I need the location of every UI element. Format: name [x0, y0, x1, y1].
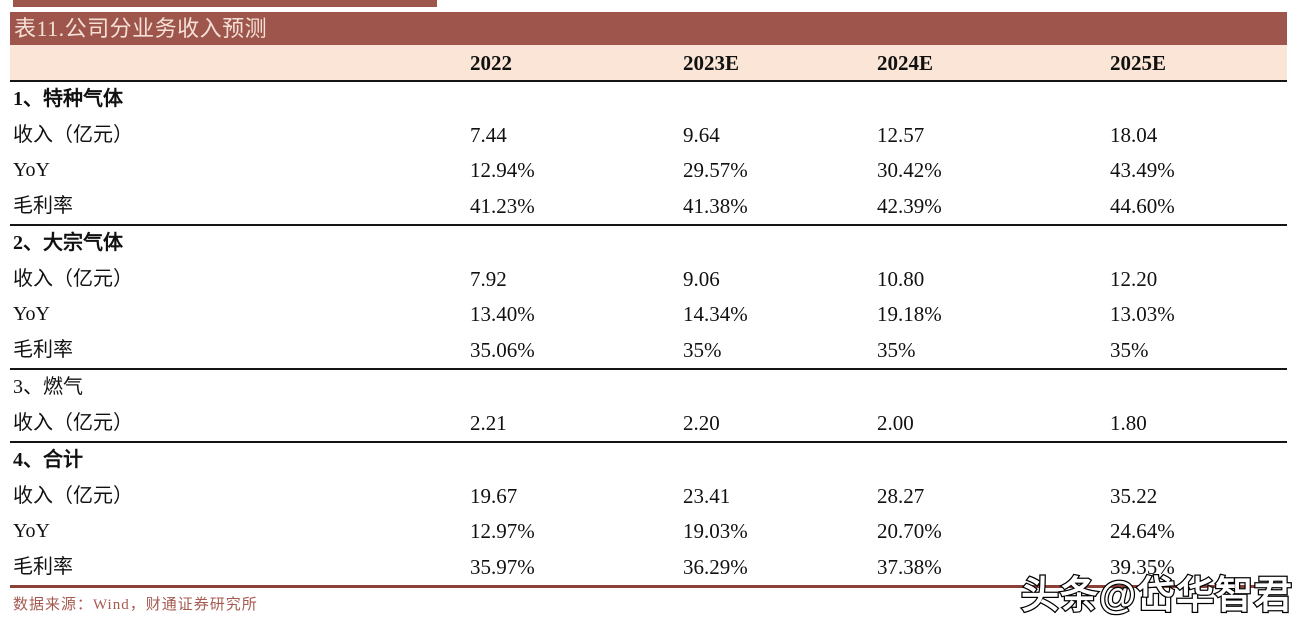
cell-value: 35% [877, 337, 916, 362]
table-row: 收入（亿元） 7.92 9.06 10.80 12.20 [10, 262, 1287, 298]
cell-value: 13.03% [1110, 302, 1175, 326]
cell-value: 12.97% [470, 519, 535, 543]
table-header-row: 2022 2023E 2024E 2025E [10, 45, 1287, 82]
table-row: 毛利率 35.97% 36.29% 37.38% 39.35% [10, 550, 1287, 586]
table-row: YoY 13.40% 14.34% 19.18% 13.03% [10, 297, 1287, 333]
row-label: 收入（亿元） [13, 484, 133, 507]
header-spacer [13, 45, 470, 82]
cell-value: 24.64% [1110, 519, 1175, 543]
cell-value: 35.06% [470, 337, 535, 362]
cell-value: 2.21 [470, 410, 507, 435]
section-header-row: 3、燃气 [10, 370, 1287, 406]
cell-value: 23.41 [683, 483, 731, 508]
cell-value: 9.06 [683, 266, 720, 291]
table-row: 收入（亿元） 7.44 9.64 12.57 18.04 [10, 118, 1287, 154]
row-label: YoY [13, 303, 50, 325]
column-header-2023e: 2023E [683, 51, 740, 75]
table-section: 1、特种气体 收入（亿元） 7.44 9.64 12.57 18.04 YoY 12.94% 2… [10, 82, 1287, 226]
cell-value: 28.27 [877, 483, 925, 508]
section-header-row: 2、大宗气体 [10, 226, 1287, 262]
cell-value: 35% [1110, 337, 1149, 362]
cell-value: 35% [683, 337, 722, 362]
cell-value: 18.04 [1110, 122, 1158, 147]
cell-value: 43.49% [1110, 158, 1175, 182]
table-row: 毛利率 41.23% 41.38% 42.39% 44.60% [10, 189, 1287, 225]
section-name: 2、大宗气体 [13, 232, 123, 254]
row-label: 收入（亿元） [13, 123, 133, 146]
cell-value: 19.67 [470, 483, 518, 508]
table-section: 3、燃气收入（亿元） 2.21 2.20 2.00 1.80 [10, 370, 1287, 443]
cell-value: 19.18% [877, 302, 942, 326]
cell-value: 14.34% [683, 302, 748, 326]
cell-value: 2.20 [683, 410, 720, 435]
column-header-2025e: 2025E [1110, 51, 1167, 75]
cell-value: 36.29% [683, 554, 748, 579]
cell-value: 12.57 [877, 122, 925, 147]
table-title-bar: 表11.公司分业务收入预测 [10, 12, 1287, 45]
cell-value: 12.94% [470, 158, 535, 182]
row-label: 收入（亿元） [13, 267, 133, 290]
table-row: 收入（亿元） 2.21 2.20 2.00 1.80 [10, 406, 1287, 442]
cell-value: 1.80 [1110, 410, 1147, 435]
cell-value: 29.57% [683, 158, 748, 182]
cell-value: 35.97% [470, 554, 535, 579]
cell-value: 9.64 [683, 122, 720, 147]
section-name: 3、燃气 [13, 376, 83, 398]
toutiao-watermark: 头条@岱华智君 [1020, 574, 1294, 619]
row-label: 毛利率 [13, 555, 73, 578]
section-header-row: 4、合计 [10, 443, 1287, 479]
row-label: 毛利率 [13, 194, 73, 217]
table-row: YoY 12.94% 29.57% 30.42% 43.49% [10, 153, 1287, 189]
row-label: YoY [13, 520, 50, 542]
table-row: 毛利率 35.06% 35% 35% 35% [10, 333, 1287, 369]
row-label: YoY [13, 159, 50, 181]
cell-value: 44.60% [1110, 193, 1175, 218]
table-section: 2、大宗气体 收入（亿元） 7.92 9.06 10.80 12.20 YoY 13.40% 1… [10, 226, 1287, 370]
cell-value: 12.20 [1110, 266, 1158, 291]
data-source-note: 数据来源：Wind，财通证券研究所 [13, 597, 258, 613]
cell-value: 39.35% [1110, 554, 1175, 579]
forecast-table: 2022 2023E 2024E 2025E 1、特种气体 收入（亿元） 7.44 9… [10, 45, 1287, 588]
section-name: 4、合计 [13, 449, 83, 471]
column-header-2022: 2022 [470, 51, 512, 75]
cell-value: 10.80 [877, 266, 925, 291]
table-title: 表11.公司分业务收入预测 [14, 16, 268, 41]
cell-value: 37.38% [877, 554, 942, 579]
cell-value: 41.38% [683, 193, 748, 218]
cell-value: 41.23% [470, 193, 535, 218]
table-row: 收入（亿元） 19.67 23.41 28.27 35.22 [10, 479, 1287, 515]
section-name: 1、特种气体 [13, 88, 123, 110]
cell-value: 7.44 [470, 122, 507, 147]
section-header-row: 1、特种气体 [10, 82, 1287, 118]
cell-value: 19.03% [683, 519, 748, 543]
cell-value: 20.70% [877, 519, 942, 543]
row-label: 收入（亿元） [13, 411, 133, 434]
cell-value: 7.92 [470, 266, 507, 291]
cell-value: 35.22 [1110, 483, 1158, 508]
cell-value: 30.42% [877, 158, 942, 182]
table-row: YoY 12.97% 19.03% 20.70% 24.64% [10, 514, 1287, 550]
table-body: 1、特种气体 收入（亿元） 7.44 9.64 12.57 18.04 YoY 12.94% 2… [10, 82, 1287, 588]
row-label: 毛利率 [13, 338, 73, 361]
column-header-2024e: 2024E [877, 51, 934, 75]
cell-value: 2.00 [877, 410, 914, 435]
table-section: 4、合计收入（亿元） 19.67 23.41 28.27 35.22 YoY 12.97% 1… [10, 443, 1287, 588]
top-accent-strip [13, 0, 437, 7]
cell-value: 13.40% [470, 302, 535, 326]
cell-value: 42.39% [877, 193, 942, 218]
